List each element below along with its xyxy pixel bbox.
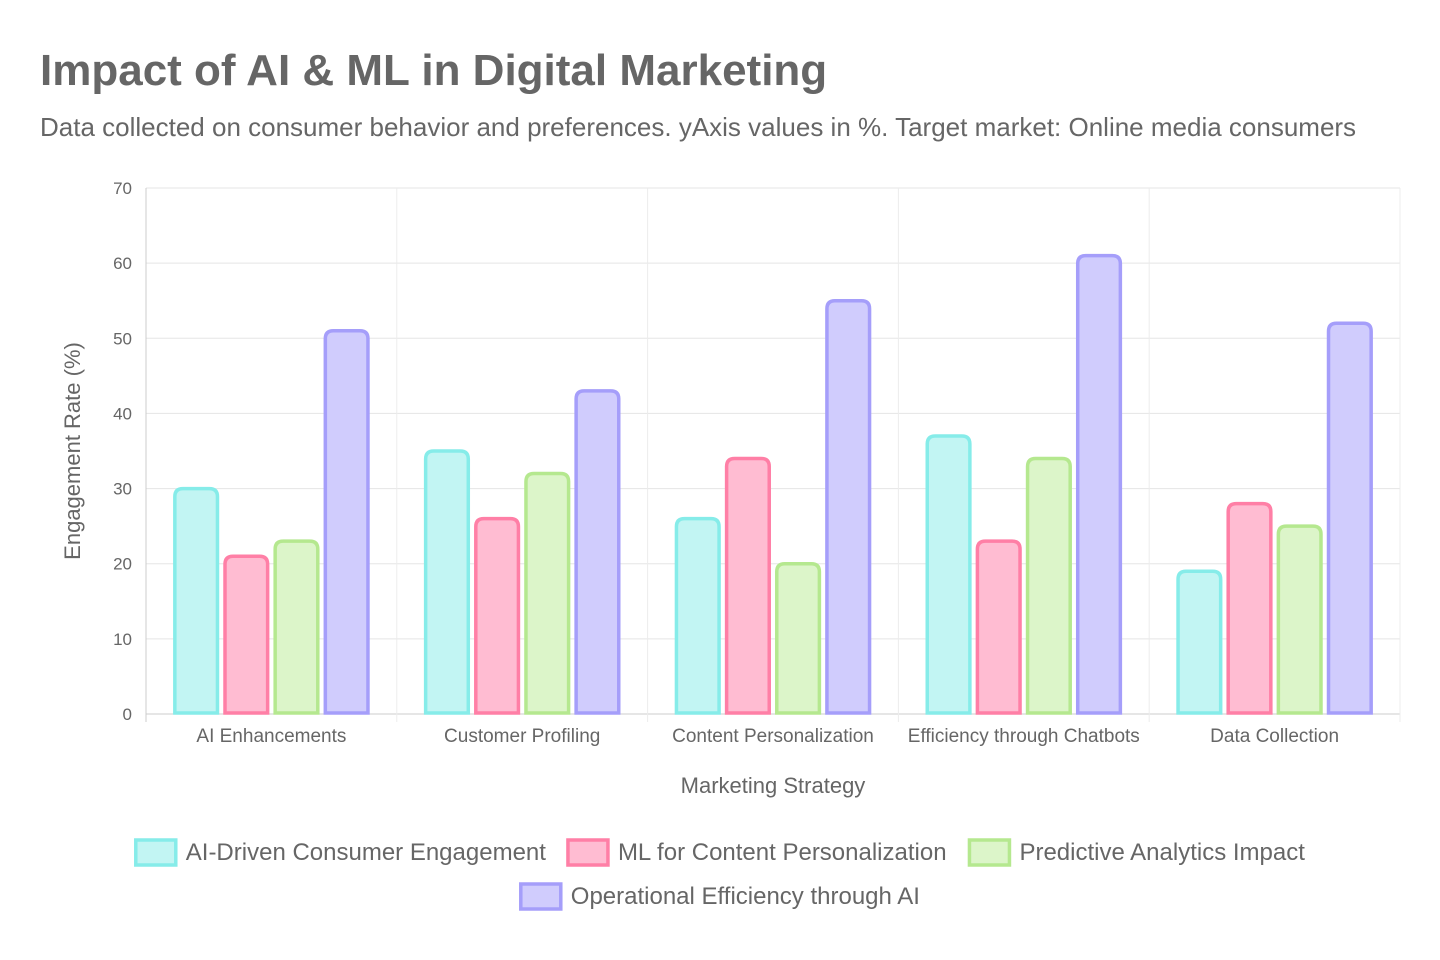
bar (323, 329, 370, 715)
bar (1176, 569, 1223, 715)
bar (775, 561, 822, 715)
y-tick-label: 0 (123, 705, 132, 724)
x-tick-label: Customer Profiling (444, 726, 600, 747)
bar (1226, 501, 1273, 715)
bar (173, 486, 220, 715)
legend-label: AI-Driven Consumer Engagement (186, 839, 546, 866)
bar (524, 471, 571, 715)
x-tick-label: AI Enhancements (196, 726, 346, 747)
y-tick-label: 40 (113, 404, 132, 423)
legend-swatch (519, 882, 563, 911)
bar (1326, 321, 1373, 715)
bar (1276, 524, 1323, 715)
legend-swatch (967, 838, 1012, 867)
x-tick-label: Content Personalization (672, 726, 874, 747)
bar (574, 389, 621, 715)
chart-subtitle: Data collected on consumer behavior and … (40, 112, 1357, 142)
y-tick-label: 70 (113, 179, 132, 198)
bar (1025, 456, 1072, 715)
bar (825, 298, 872, 715)
chart-title: Impact of AI & ML in Digital Marketing (40, 46, 828, 95)
legend-swatch (566, 838, 610, 867)
bar (474, 516, 521, 715)
legend-swatch (134, 838, 178, 867)
x-tick-label: Efficiency through Chatbots (908, 726, 1140, 747)
legend-label: Predictive Analytics Impact (1019, 839, 1305, 866)
y-tick-label: 10 (113, 630, 132, 649)
y-tick-label: 50 (113, 329, 132, 348)
bar (1075, 253, 1123, 715)
legend-label: ML for Content Personalization (618, 839, 947, 866)
bar (975, 539, 1022, 715)
bar (273, 539, 320, 715)
y-axis-title: Engagement Rate (%) (60, 342, 85, 560)
bar (724, 456, 771, 715)
y-tick-label: 20 (113, 555, 132, 574)
y-tick-label: 30 (113, 480, 132, 499)
bar (423, 449, 471, 715)
y-tick-label: 60 (113, 254, 132, 273)
bar (674, 516, 721, 715)
bar (223, 554, 270, 715)
bar (925, 434, 972, 715)
x-tick-label: Data Collection (1210, 726, 1339, 747)
legend-label: Operational Efficiency through AI (571, 883, 920, 910)
x-axis-title: Marketing Strategy (681, 773, 866, 798)
